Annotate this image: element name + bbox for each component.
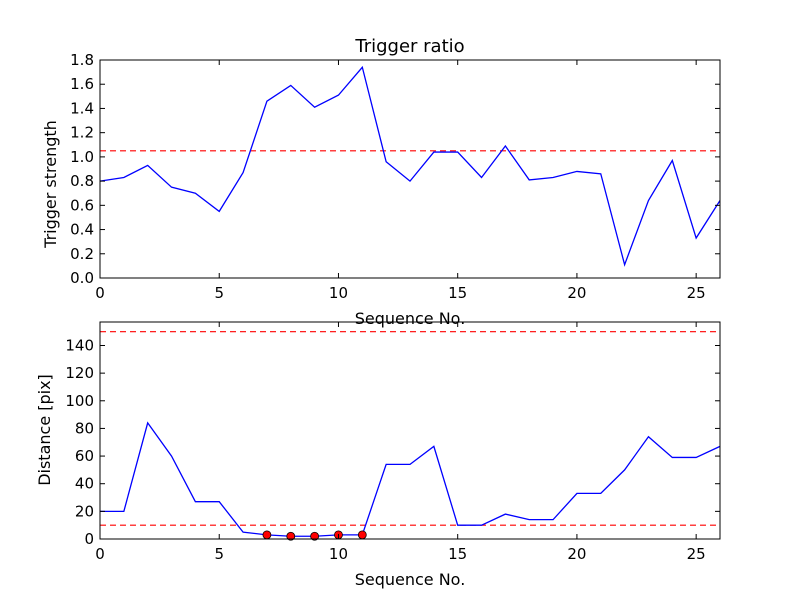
y-tick-label: 1.6 bbox=[70, 75, 94, 93]
y-tick-label: 20 bbox=[75, 502, 94, 520]
plot-area-2: 0 5 10 15 20 25 0 20 40 60 80 100 120 140 bbox=[65, 321, 721, 563]
plot-area-1: 0 5 10 15 20 25 0.0 0.2 0.4 0.6 0.8 1.0 1.2 1.4 1.6 1.8 bbox=[70, 51, 721, 302]
data-point bbox=[262, 530, 272, 540]
x-tick-label: 0 bbox=[95, 284, 105, 302]
y-axis-label: Trigger strength bbox=[41, 120, 60, 249]
x-tick-label: 5 bbox=[214, 545, 224, 563]
axes-frame bbox=[99, 59, 721, 279]
x-tick-label: 15 bbox=[448, 284, 467, 302]
y-tick-label: 0 bbox=[84, 530, 94, 548]
y-tick-label: 1.0 bbox=[70, 148, 94, 166]
y-tick-label: 0.0 bbox=[70, 269, 94, 287]
y-tick-label: 40 bbox=[75, 475, 94, 493]
data-point bbox=[357, 530, 367, 540]
chart-title: Trigger ratio bbox=[354, 36, 464, 57]
y-tick-label: 0.8 bbox=[70, 172, 94, 190]
y-tick-label: 140 bbox=[65, 336, 94, 354]
y-tick-label: 120 bbox=[65, 364, 94, 382]
chart-trigger-ratio: Trigger ratio 0 5 10 15 20 25 0.0 0.2 0.4 0.6 0.8 1… bbox=[41, 36, 721, 328]
x-tick-label: 25 bbox=[687, 545, 706, 563]
y-axis-label: Distance [pix] bbox=[35, 374, 54, 486]
x-tick-label: 20 bbox=[567, 284, 586, 302]
x-tick-label: 20 bbox=[567, 545, 586, 563]
x-tick-label: 15 bbox=[448, 545, 467, 563]
x-axis-label: Sequence No. bbox=[355, 570, 466, 589]
chart-distance: 0 5 10 15 20 25 0 20 40 60 80 100 120 140 Sequence No… bbox=[35, 321, 721, 589]
y-tick-label: 100 bbox=[65, 392, 94, 410]
data-line bbox=[100, 421, 721, 537]
y-tick-label: 80 bbox=[75, 419, 94, 437]
y-tick-label: 0.4 bbox=[70, 221, 94, 239]
x-tick-label: 5 bbox=[214, 284, 224, 302]
y-tick-label: 60 bbox=[75, 447, 94, 465]
y-tick-label: 0.6 bbox=[70, 196, 94, 214]
x-tick-label: 25 bbox=[687, 284, 706, 302]
x-tick-label: 0 bbox=[95, 545, 105, 563]
x-tick-label: 10 bbox=[329, 545, 348, 563]
x-axis-label: Sequence No. bbox=[355, 309, 466, 328]
axes-frame bbox=[99, 321, 721, 540]
y-tick-label: 0.2 bbox=[70, 245, 94, 263]
data-point bbox=[286, 531, 296, 541]
data-point bbox=[310, 531, 320, 541]
x-tick-label: 10 bbox=[329, 284, 348, 302]
y-tick-label: 1.4 bbox=[70, 99, 94, 117]
data-line bbox=[99, 65, 721, 267]
y-tick-label: 1.8 bbox=[70, 51, 94, 69]
y-tick-label: 1.2 bbox=[70, 124, 94, 142]
